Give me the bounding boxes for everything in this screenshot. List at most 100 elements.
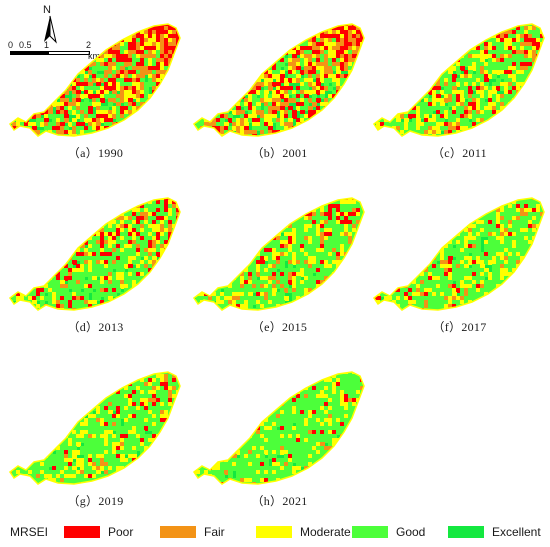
map-cell [24, 58, 29, 63]
map-cell [164, 284, 169, 289]
map-cell [24, 90, 29, 95]
map-cell [16, 78, 21, 83]
map-cell [496, 38, 501, 43]
map-cell [28, 268, 33, 273]
map-cell [300, 98, 305, 103]
map-cell [112, 58, 117, 63]
map-cell [48, 284, 53, 289]
map-cell [112, 308, 117, 310]
map-cell [132, 78, 137, 83]
map-cell [100, 200, 105, 205]
map-cell [44, 232, 49, 237]
map-cell [332, 110, 337, 115]
map-cell [360, 90, 364, 95]
map-cell [60, 304, 65, 309]
map-cell [168, 212, 173, 217]
map-cell [296, 90, 301, 95]
map-cell [356, 118, 361, 123]
map-cell [524, 102, 529, 107]
map-cell [92, 240, 97, 245]
map-cell [32, 288, 37, 293]
map-cell [332, 66, 337, 71]
map-cell [140, 94, 145, 99]
map-cell [216, 82, 221, 87]
map-cell [160, 300, 165, 305]
map-cell [228, 78, 233, 83]
map-cell [44, 284, 49, 289]
map-cell [56, 138, 61, 143]
map-cell [452, 118, 457, 123]
map-cell [388, 26, 393, 31]
map-cell [84, 268, 89, 273]
map-cell [164, 126, 169, 131]
map-cell [444, 26, 449, 31]
map-cell [88, 50, 93, 55]
map-cell [400, 30, 405, 35]
map-cell [448, 74, 453, 79]
map-cell [56, 244, 61, 249]
map-cell [68, 122, 73, 127]
map-cell [56, 66, 61, 71]
map-cell [280, 94, 285, 99]
map-cell [432, 58, 437, 63]
map-cell [148, 110, 153, 115]
map-cell [104, 244, 109, 249]
map-cell [116, 110, 121, 115]
map-cell [452, 106, 457, 111]
map-cell [252, 58, 257, 63]
map-cell [36, 98, 41, 103]
map-cell [180, 30, 185, 35]
map-cell [28, 46, 33, 51]
map-cell [40, 78, 45, 83]
map-cell [264, 102, 269, 107]
map-cell [468, 74, 473, 79]
map-cell [128, 126, 133, 131]
map-cell [452, 114, 457, 119]
map-cell [16, 268, 21, 273]
map-cell [176, 70, 180, 75]
map-cell [496, 98, 501, 103]
map-cell [440, 38, 445, 43]
map-cell [164, 268, 169, 273]
map-cell [68, 208, 73, 213]
map-cell [112, 70, 117, 75]
map-cell [88, 208, 93, 213]
map-cell [276, 46, 281, 51]
map-cell [176, 292, 180, 297]
map-cell [128, 284, 133, 289]
map-cell [68, 236, 73, 241]
map-cell [84, 30, 89, 35]
map-cell [472, 58, 477, 63]
map-cell [144, 248, 149, 253]
map-cell [40, 212, 45, 217]
map-cell [268, 200, 273, 205]
map-cell [452, 34, 457, 39]
map-cell [72, 118, 77, 123]
map-cell [252, 50, 257, 55]
map-cell [280, 106, 285, 111]
map-cell [16, 296, 21, 301]
map-cell [540, 74, 544, 79]
map-cell [144, 292, 149, 297]
map-cell [216, 30, 221, 35]
map-cell [480, 66, 485, 71]
map-cell [284, 126, 289, 131]
map-cell [32, 224, 37, 229]
map-cell [16, 30, 21, 35]
map-cell [108, 66, 113, 71]
map-cell [316, 106, 321, 111]
map-cell [540, 102, 544, 107]
map-cell [44, 78, 49, 83]
map-cell [132, 200, 137, 205]
map-cell [252, 42, 257, 47]
map-cell [116, 208, 121, 213]
map-cell [180, 252, 185, 257]
map-cell [540, 126, 544, 131]
map-cell [376, 86, 381, 91]
map-cell [80, 260, 85, 265]
map-cell [136, 304, 141, 309]
map-cell [172, 118, 177, 123]
map-cell [332, 78, 337, 83]
map-cell [40, 138, 45, 143]
map-cell [348, 38, 353, 43]
